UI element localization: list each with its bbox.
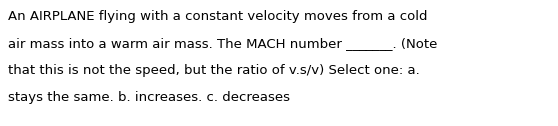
Text: An AIRPLANE flying with a constant velocity moves from a cold: An AIRPLANE flying with a constant veloc… xyxy=(8,10,427,23)
Text: stays the same. b. increases. c. decreases: stays the same. b. increases. c. decreas… xyxy=(8,91,290,104)
Text: that this is not the speed, but the ratio of v.s/v) Select one: a.: that this is not the speed, but the rati… xyxy=(8,64,420,77)
Text: air mass into a warm air mass. The MACH number _______. (Note: air mass into a warm air mass. The MACH … xyxy=(8,37,437,50)
